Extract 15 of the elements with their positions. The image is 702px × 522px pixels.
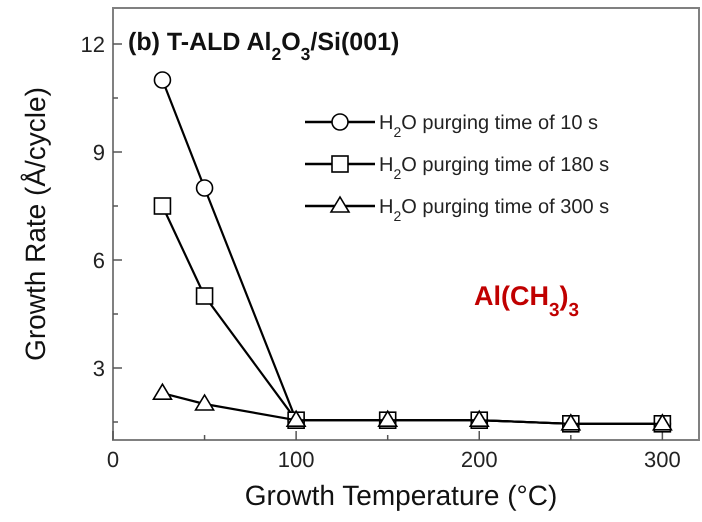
x-axis-title: Growth Temperature (°C): [244, 480, 558, 511]
annotation: Al(CH$_{3}$)$_{3}$: [474, 281, 580, 320]
y-tick-label: 9: [92, 140, 105, 165]
y-axis-title: Growth Rate (Å/cycle): [20, 87, 51, 361]
text: (b) T-ALD Al$_{2}$O$_{3}$/Si(001): [128, 28, 400, 64]
legend-label: H$_{2}$O purging time of 180 s: [379, 154, 610, 182]
x-tick-label: 300: [644, 447, 681, 472]
y-tick-label: 12: [80, 32, 105, 57]
y-tick-label: 3: [92, 356, 105, 381]
legend-label: H$_{2}$O purging time of 300 s: [379, 196, 610, 224]
y-tick-label: 6: [92, 248, 105, 273]
legend-label: H$_{2}$O purging time of 10 s: [379, 112, 598, 140]
x-tick-label: 100: [278, 447, 314, 472]
x-tick-label: 0: [106, 447, 120, 472]
x-tick-label: 200: [460, 447, 498, 472]
